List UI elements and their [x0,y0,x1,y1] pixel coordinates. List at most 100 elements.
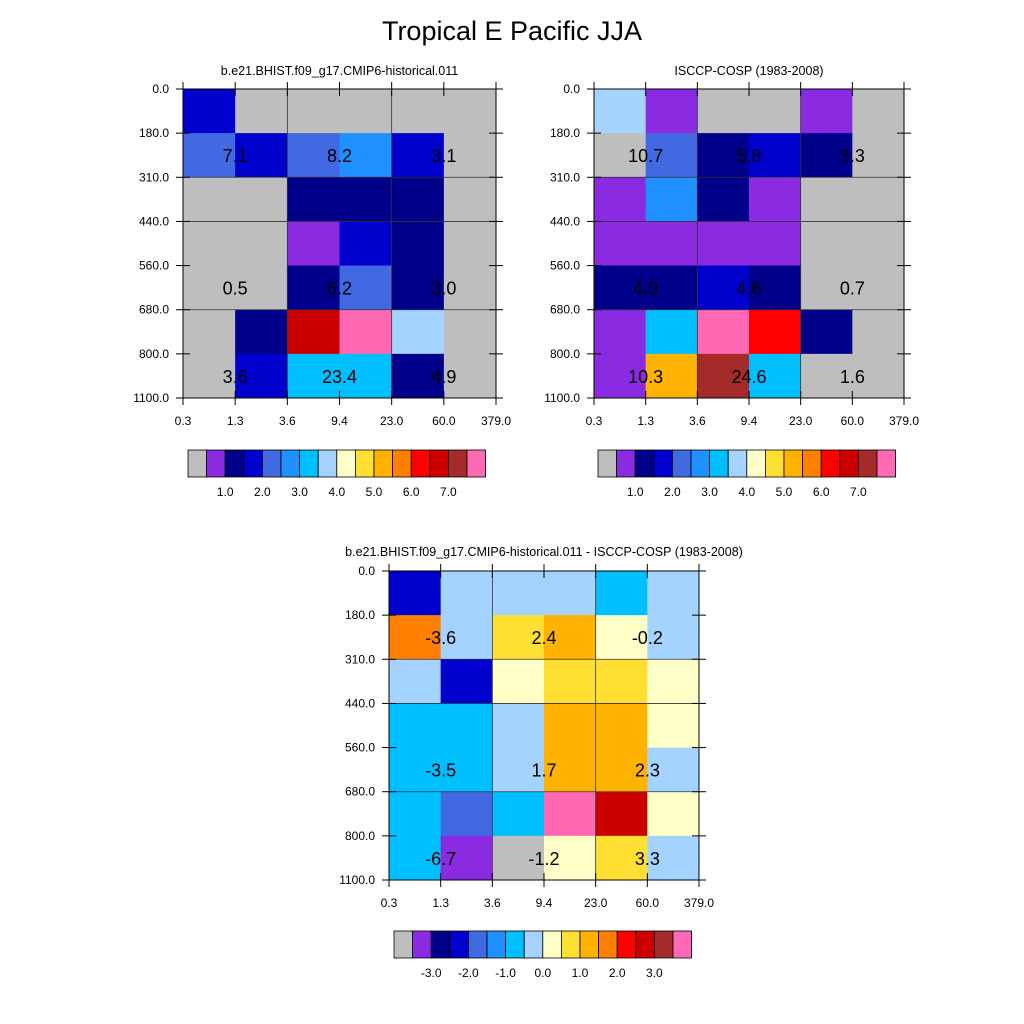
heatmap-cell [391,89,445,134]
x-tick-label: 23.0 [789,414,813,428]
colorbar-label: 4.0 [328,485,345,499]
colorbar-label: 3.0 [646,966,663,980]
heatmap-cell [595,615,648,660]
cell-value-label: 3.6 [223,367,248,387]
cell-value-label: 4.9 [431,367,456,387]
heatmap-cell [492,791,545,837]
y-tick-label: 180.0 [139,126,169,140]
cell-value-label: 0.7 [840,279,865,299]
heatmap-cell [492,747,545,793]
heatmap-cell [852,221,905,267]
colorbar-box [523,930,544,959]
cell-value-label: 6.2 [327,279,352,299]
heatmap-cell [183,309,236,355]
cell-value-label: 24.6 [731,367,766,387]
heatmap-cell [697,177,750,222]
heatmap-cell [749,353,802,399]
colorbar-box [709,449,729,478]
cell-value-label: -6.7 [425,849,456,869]
colorbar-box [672,449,692,478]
cell-value-label: 10.7 [628,146,663,166]
y-tick-label: 560.0 [139,259,169,273]
heatmap-cell [595,747,648,793]
heatmap-cell [594,133,647,178]
cell-value-label: 8.2 [327,146,352,166]
colorbar: 1.0 2.0 3.0 4.0 5.0 6.0 7.0 [597,449,897,499]
heatmap-cell [595,835,648,881]
heatmap-cell [647,659,700,704]
heatmap-cell [697,265,750,311]
x-tick-label: 3.6 [484,896,501,910]
heatmap-cell [235,309,288,355]
heatmap-cell [183,265,236,311]
x-tick-label: 60.0 [432,414,456,428]
heatmap-cell [647,747,700,793]
heatmap-cell [852,177,905,222]
heatmap-cell [697,309,750,355]
colorbar-box [579,930,600,959]
y-tick-label: 1100.0 [339,873,375,887]
colorbar-box [616,930,637,959]
colorbar-box [653,449,673,478]
heatmap-cell [235,265,288,311]
heatmap-cell [800,89,853,134]
colorbar-box [727,449,748,478]
heatmap-cell [391,309,445,355]
heatmap-cell [645,221,698,267]
colorbar-box [412,930,432,959]
heatmap-cell [800,221,853,267]
heatmap-cell [647,615,700,660]
colorbar-box [393,930,414,959]
heatmap-cell [492,571,545,616]
y-tick-label: 680.0 [550,303,580,317]
colorbar-box [187,449,208,478]
colorbar-label: 2.0 [609,966,626,980]
colorbar-box [839,449,859,478]
heatmap-cell [339,133,393,178]
page-title: Tropical E Pacific JJA [381,16,643,46]
cell-value-label: 4.6 [736,279,761,299]
y-tick-label: 800.0 [345,829,375,843]
x-tick-label: 0.3 [175,414,192,428]
heatmap-cell [287,265,340,311]
cell-value-label: 1.7 [531,761,556,781]
cell-value-label: 5.8 [736,146,761,166]
x-tick-label: 23.0 [584,896,608,910]
colorbar-box [317,449,338,478]
y-tick-label: 800.0 [139,347,169,361]
colorbar-box [820,449,841,478]
heatmap-cell [852,353,905,399]
colorbar-label: 1.0 [217,485,234,499]
heatmap-cell [183,177,236,222]
heatmap-cell [235,89,288,134]
heatmap-cell [594,309,647,355]
heatmap-cell [440,835,493,881]
colorbar-box [392,449,412,478]
heatmap-cell [749,89,802,134]
heatmap-cell [544,703,597,749]
heatmap-cell [389,659,442,704]
heatmap-cell [544,571,597,616]
x-tick-label: 1.3 [432,896,449,910]
heatmap-cell [389,703,442,749]
colorbar-box [672,930,693,959]
heatmap-cell [287,177,340,222]
cell-value-label: 3.3 [840,146,865,166]
colorbar-box [261,449,282,478]
heatmap-cell [235,177,288,222]
colorbar-box [634,449,655,478]
heatmap-cell [492,835,545,881]
y-tick-label: 180.0 [345,608,375,622]
colorbar-box [224,449,245,478]
heatmap-cell [339,177,393,222]
colorbar-box [410,449,431,478]
cell-value-label: -1.2 [528,849,559,869]
heatmap-cell [749,265,802,311]
heatmap-cell [645,309,698,355]
heatmap-cell [389,615,442,660]
heatmap-cell [287,309,340,355]
x-tick-label: 9.4 [331,414,348,428]
heatmap-cell [697,353,750,399]
heatmap-cell [544,747,597,793]
heatmap-cell [183,221,236,267]
